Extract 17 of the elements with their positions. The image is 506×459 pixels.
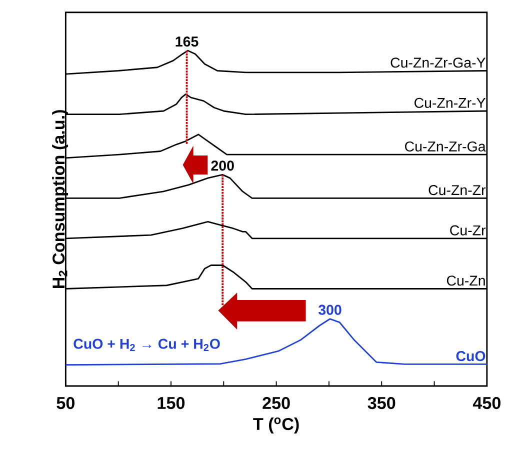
x-tick-label: 250	[262, 396, 290, 409]
series-label: Cu-Zn-Zr	[428, 184, 486, 195]
x-tick-label: 450	[472, 396, 500, 409]
annotation: 200	[211, 160, 234, 171]
annotation: 165	[176, 36, 198, 46]
annotation: CuO + H$_{2}$ → Cu + H$_{2}$O	[74, 338, 220, 351]
x-tick-label: 350	[368, 396, 396, 409]
series-label: Cu-Zn-Zr-Ga	[405, 141, 486, 152]
x-tick-label: 50	[56, 396, 74, 409]
series-label: CuO	[456, 350, 486, 361]
series-label: Cu-Zn-Zr-Y	[414, 98, 486, 108]
series-label: Cu-Zr	[450, 225, 486, 236]
annotation: 300	[318, 304, 342, 315]
series-label: Cu-Zn-Zr-Ga-Y	[390, 57, 486, 68]
series-label: Cu-Zn	[446, 275, 485, 286]
x-tick-label: 150	[158, 396, 185, 409]
x-axis-title: T ($^{o}$C)	[253, 417, 299, 434]
